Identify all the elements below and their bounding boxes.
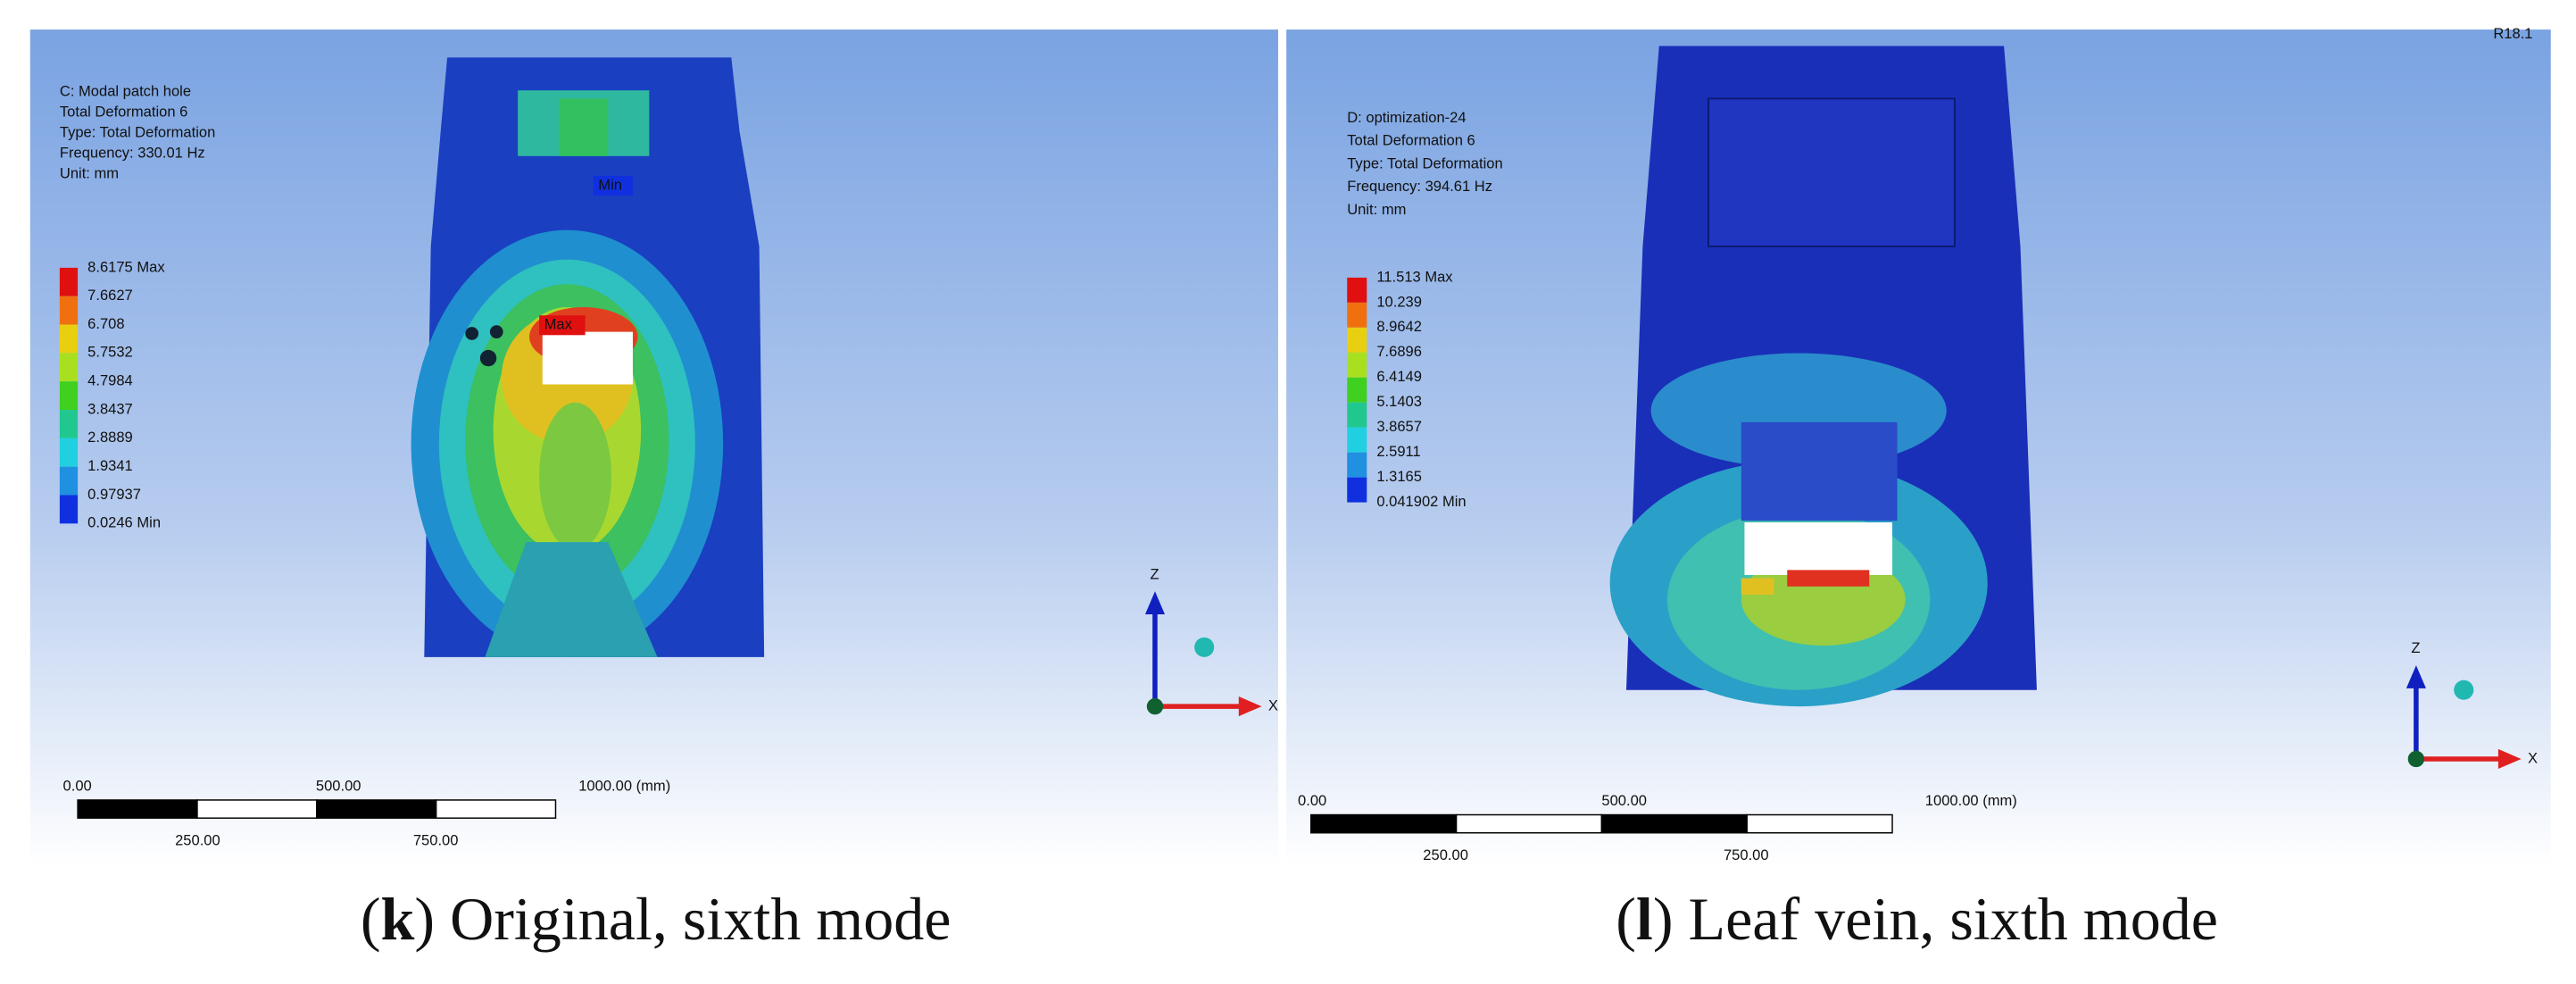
info-line: D: optimization-24 xyxy=(1347,109,1466,126)
scale-label: 1000.00 (mm) xyxy=(1925,792,2017,809)
legend-swatch xyxy=(1347,302,1367,328)
legend-swatch xyxy=(59,438,79,467)
legend-label: 3.8657 xyxy=(1376,418,1422,435)
axis-x-head xyxy=(2497,748,2522,769)
legend-label: 2.8889 xyxy=(87,429,133,446)
version: R18.1 xyxy=(2493,25,2532,42)
scale-label: 500.00 xyxy=(1601,792,1647,809)
legend-label: 6.708 xyxy=(87,315,124,332)
scale-segment xyxy=(1310,813,1458,834)
legend-swatch xyxy=(1347,427,1367,453)
scale-segment xyxy=(1455,813,1603,834)
scale-label: 750.00 xyxy=(413,831,459,848)
legend-label: 8.9642 xyxy=(1376,318,1422,335)
legend-swatch xyxy=(59,495,79,524)
scale-label: 0.00 xyxy=(63,778,92,795)
legend-swatch xyxy=(1347,352,1367,378)
legend-label: 0.0246 Min xyxy=(87,514,161,531)
caption-part: k xyxy=(381,884,415,952)
axis-origin xyxy=(1146,697,1164,715)
legend-swatch xyxy=(1347,377,1367,403)
legend-label: 0.041902 Min xyxy=(1376,493,1466,510)
legend-label: 5.7532 xyxy=(87,344,133,361)
info-line: Total Deformation 6 xyxy=(60,103,187,120)
legend-label: 4.7984 xyxy=(87,372,133,389)
axis-z-label: Z xyxy=(2411,639,2420,656)
legend-label: 10.239 xyxy=(1376,293,1422,310)
scale-label: 750.00 xyxy=(1724,846,1769,863)
caption: (l) Leaf vein, sixth mode xyxy=(1616,884,2218,952)
legend-label: 0.97937 xyxy=(87,486,141,503)
scale-segment xyxy=(77,799,198,819)
info-line: Frequency: 330.01 Hz xyxy=(60,144,205,161)
legend-swatch xyxy=(59,466,79,496)
legend-swatch xyxy=(1347,477,1367,503)
axis-x-label: X xyxy=(2528,749,2538,766)
caption-part: ) Leaf vein, sixth mode xyxy=(1653,884,2218,952)
legend-swatch xyxy=(59,296,79,325)
info-line: Unit: mm xyxy=(1347,201,1406,218)
legend-swatch xyxy=(1347,452,1367,478)
scale-label: 250.00 xyxy=(1423,846,1468,863)
legend-label: 5.1403 xyxy=(1376,393,1422,410)
info-line: Total Deformation 6 xyxy=(1347,132,1475,149)
axis-z-head xyxy=(2406,665,2426,688)
legend-swatch xyxy=(1347,402,1367,428)
legend-swatch xyxy=(59,381,79,411)
legend-swatch xyxy=(59,267,79,296)
axis-x-label: X xyxy=(1268,696,1278,713)
legend-label: 2.5911 xyxy=(1376,443,1420,460)
scale-label: 500.00 xyxy=(316,778,361,795)
model-right xyxy=(1609,46,2037,707)
legend-label: 1.9341 xyxy=(87,457,133,474)
caption: (k) Original, sixth mode xyxy=(361,884,951,952)
scale-label: 250.00 xyxy=(175,831,220,848)
scale-label: 0.00 xyxy=(1298,792,1326,809)
info-line: C: Modal patch hole xyxy=(60,82,191,99)
legend-label: 7.6896 xyxy=(1376,343,1422,360)
info-line: Frequency: 394.61 Hz xyxy=(1347,178,1492,195)
legend-swatch xyxy=(1347,277,1367,303)
caption-part: ( xyxy=(1616,884,1636,952)
legend-swatch xyxy=(59,324,79,354)
model-left xyxy=(411,57,765,657)
caption-part: ( xyxy=(361,884,381,952)
max-tag-box xyxy=(539,315,586,336)
caption-part: ) Original, sixth mode xyxy=(414,884,951,952)
axis-x-head xyxy=(1238,696,1262,717)
legend-label: 7.6627 xyxy=(87,287,133,304)
legend-label: 1.3165 xyxy=(1376,468,1422,485)
info-line: Type: Total Deformation xyxy=(60,123,215,140)
scale-segment xyxy=(1746,813,1893,834)
min-tag: Min xyxy=(598,176,622,193)
axis-origin xyxy=(2407,750,2425,768)
scale-segment xyxy=(196,799,318,819)
scale-segment xyxy=(316,799,437,819)
axis-z-label: Z xyxy=(1150,565,1159,582)
legend-label: 3.8437 xyxy=(87,400,133,417)
info-line: Type: Total Deformation xyxy=(1347,154,1502,171)
caption-part: l xyxy=(1636,884,1653,952)
info-line: Unit: mm xyxy=(60,164,119,181)
axis-z-head xyxy=(1144,591,1166,615)
legend-swatch xyxy=(59,410,79,438)
legend-swatch xyxy=(1347,327,1367,353)
legend-label: 11.513 Max xyxy=(1376,268,1453,285)
scale-segment xyxy=(435,799,557,819)
scale-label: 1000.00 (mm) xyxy=(578,778,670,795)
scale-segment xyxy=(1600,813,1748,834)
legend-label: 8.6175 Max xyxy=(87,258,165,275)
max-tag: Max xyxy=(544,316,573,333)
legend-label: 6.4149 xyxy=(1376,368,1422,385)
view-ball xyxy=(2454,680,2474,700)
min-tag-box xyxy=(593,175,633,196)
legend-swatch xyxy=(59,353,79,382)
view-ball xyxy=(1194,637,1215,657)
